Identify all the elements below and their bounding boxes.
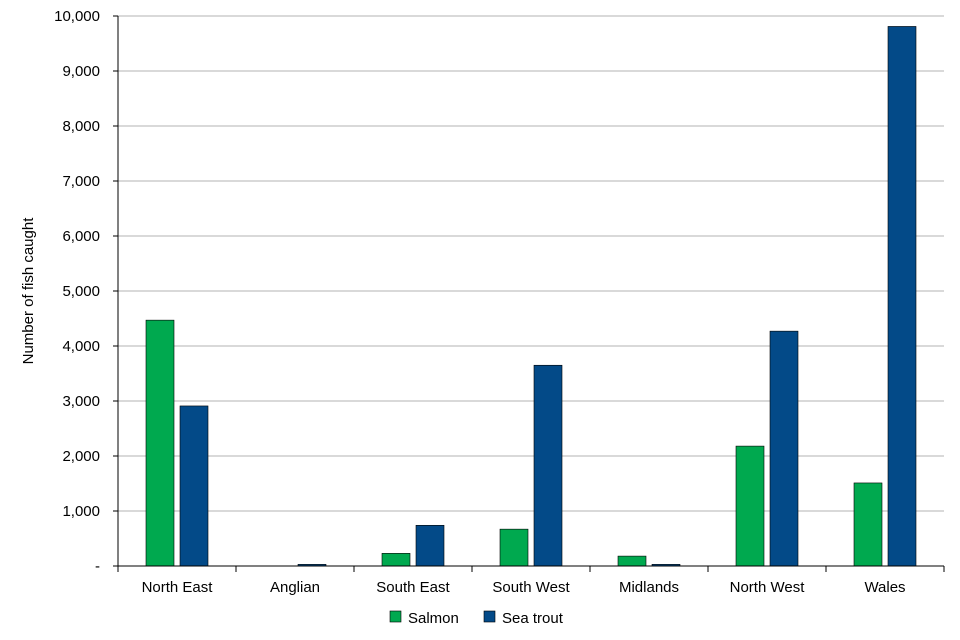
legend-swatch	[483, 610, 496, 623]
legend-swatch	[389, 610, 402, 623]
bar-sea-trout	[533, 364, 563, 567]
bar-sea-trout	[179, 405, 209, 567]
bars	[145, 26, 917, 567]
y-tick-label: 9,000	[62, 63, 100, 80]
bar-salmon	[617, 555, 647, 567]
y-tick-labels: - 1,000 2,000 3,000 4,000 5,000 6,000 7,000 8,00…	[54, 8, 100, 575]
y-tick-label: 6,000	[62, 228, 100, 245]
bar-salmon	[735, 445, 765, 567]
y-tick-label: 10,000	[54, 8, 100, 25]
x-tick-label: South West	[492, 579, 570, 596]
bar-salmon	[381, 553, 411, 567]
x-tick-label: South East	[376, 579, 450, 596]
y-axis-title: Number of fish caught	[20, 217, 37, 365]
legend-label: Sea trout	[502, 610, 564, 627]
legend: Salmon Sea trout	[389, 610, 564, 627]
x-tick-label: North West	[730, 579, 806, 596]
y-tick-label: 8,000	[62, 118, 100, 135]
bar-salmon	[853, 482, 883, 567]
legend-label: Salmon	[408, 610, 459, 627]
bar-sea-trout	[887, 26, 917, 567]
x-tick-label: Anglian	[270, 579, 320, 596]
x-tick-label: Wales	[864, 579, 905, 596]
gridlines	[118, 15, 944, 512]
bar-sea-trout	[769, 330, 799, 567]
x-tick-label: North East	[142, 579, 214, 596]
y-tick-label: 7,000	[62, 173, 100, 190]
bar-salmon	[499, 528, 529, 567]
y-tick-label: 3,000	[62, 393, 100, 410]
y-tick-label: -	[95, 558, 100, 575]
y-tick-label: 1,000	[62, 503, 100, 520]
y-tick-label: 4,000	[62, 338, 100, 355]
y-tick-label: 5,000	[62, 283, 100, 300]
axes	[113, 15, 945, 572]
y-tick-label: 2,000	[62, 448, 100, 465]
bar-salmon	[145, 319, 175, 567]
x-tick-label: Midlands	[619, 579, 679, 596]
x-tick-labels: North East Anglian South East South West Mid…	[142, 579, 906, 596]
bar-sea-trout	[415, 524, 445, 567]
